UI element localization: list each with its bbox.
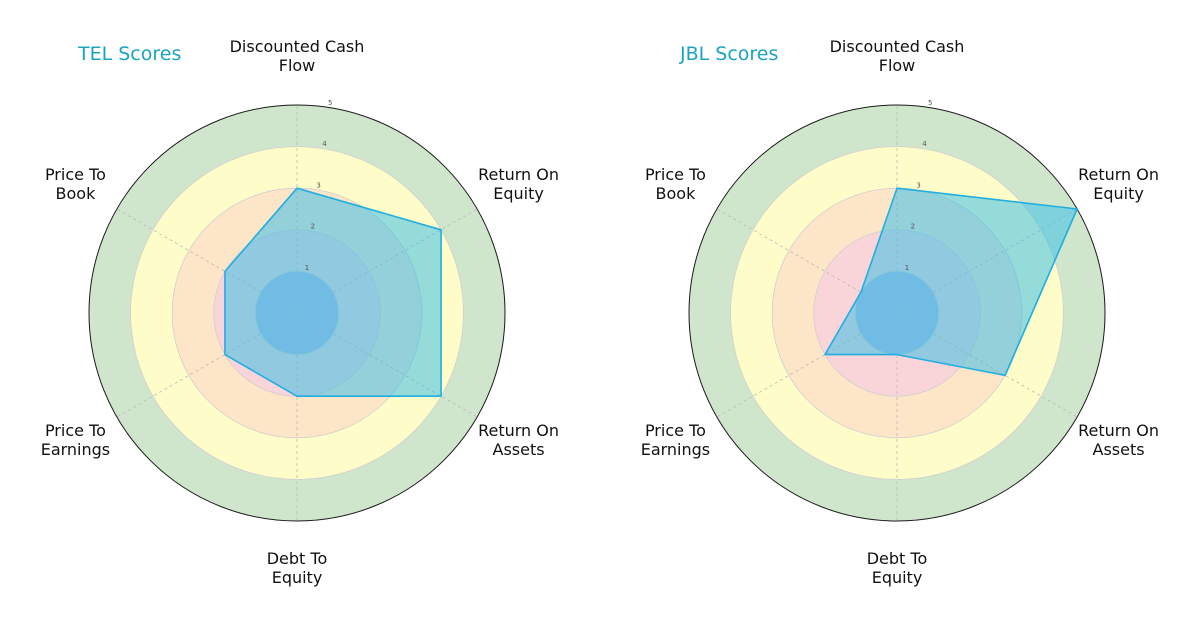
axis-label: Price To bbox=[45, 165, 106, 184]
axis-label: Equity bbox=[872, 568, 923, 587]
axis-label: Equity bbox=[272, 568, 323, 587]
chart-title: JBL Scores bbox=[679, 43, 778, 65]
axis-label: Flow bbox=[879, 56, 916, 75]
axis-label: Discounted Cash bbox=[830, 37, 965, 56]
radial-tick-label: 2 bbox=[911, 223, 915, 231]
spoke-5 bbox=[716, 312, 898, 418]
radial-tick-label: 3 bbox=[916, 181, 920, 189]
axis-label: Return On bbox=[1078, 165, 1159, 184]
radial-tick-label: 2 bbox=[311, 223, 315, 231]
axis-label: Price To bbox=[645, 165, 706, 184]
axis-label: Return On bbox=[1078, 421, 1159, 440]
radial-tick-label: 4 bbox=[322, 140, 327, 148]
spoke-6 bbox=[116, 208, 298, 314]
axis-label: Debt To bbox=[267, 549, 328, 568]
axis-label: Discounted Cash bbox=[230, 37, 365, 56]
axis-label: Book bbox=[56, 184, 97, 203]
radial-tick-label: 3 bbox=[316, 181, 320, 189]
axis-label: Return On bbox=[478, 165, 559, 184]
axis-label: Assets bbox=[1093, 440, 1145, 459]
axis-label: Equity bbox=[1093, 184, 1144, 203]
radial-tick-label: 1 bbox=[905, 264, 909, 272]
axis-label: Return On bbox=[478, 421, 559, 440]
outer-boundary bbox=[88, 104, 506, 522]
radial-tick-label: 5 bbox=[928, 99, 932, 107]
outer-boundary bbox=[688, 104, 1106, 522]
grid-ring-4 bbox=[130, 146, 464, 480]
axis-label: Flow bbox=[279, 56, 316, 75]
axis-label: Price To bbox=[645, 421, 706, 440]
radial-tick-label: 5 bbox=[328, 99, 332, 107]
spoke-5 bbox=[116, 312, 298, 418]
spoke-6 bbox=[716, 208, 898, 314]
axis-label: Book bbox=[656, 184, 697, 203]
axis-label: Price To bbox=[45, 421, 106, 440]
axis-label: Assets bbox=[493, 440, 545, 459]
radial-tick-label: 1 bbox=[305, 264, 309, 272]
axis-label: Debt To bbox=[867, 549, 928, 568]
chart-title: TEL Scores bbox=[77, 43, 181, 65]
grid-ring-4 bbox=[730, 146, 1064, 480]
radial-tick-label: 4 bbox=[922, 140, 927, 148]
axis-label: Earnings bbox=[641, 440, 710, 459]
axis-label: Equity bbox=[493, 184, 544, 203]
axis-label: Earnings bbox=[41, 440, 110, 459]
